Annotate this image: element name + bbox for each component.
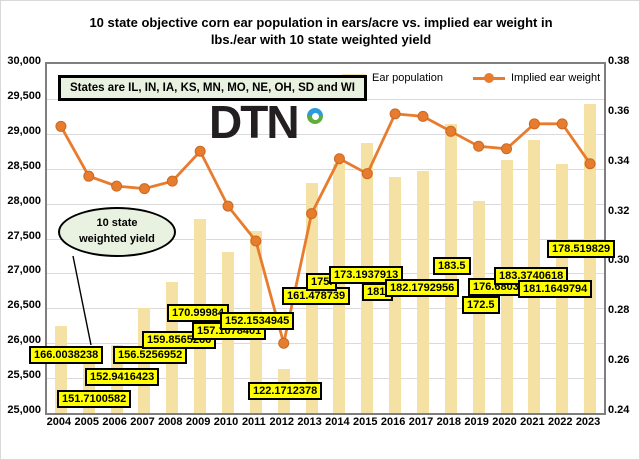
right-axis-tick: 0.32 <box>608 204 630 217</box>
yield-label-2022: 181.1649794 <box>518 280 593 298</box>
line-point-2009 <box>194 145 206 157</box>
yield-label-2004: 166.0038238 <box>29 346 104 364</box>
x-axis-tick-2020: 2020 <box>492 416 517 428</box>
line-point-2019 <box>473 140 485 152</box>
line-point-2010 <box>222 200 234 212</box>
callout-line1: 10 state <box>96 217 138 230</box>
left-axis-tick: 29,500 <box>7 89 41 102</box>
line-series <box>55 108 596 349</box>
chart-title-line1: 10 state objective corn ear population i… <box>89 15 553 30</box>
line-point-2006 <box>111 180 123 192</box>
gridline <box>47 378 604 380</box>
dtn-logo-text: DTN <box>209 96 300 148</box>
right-axis-tick: 0.36 <box>608 104 630 117</box>
line-point-2022 <box>556 118 568 130</box>
left-axis-tick: 28,500 <box>7 159 41 172</box>
left-axis-tick: 25,000 <box>7 404 41 416</box>
left-axis-tick: 28,000 <box>7 194 41 207</box>
yield-label-2018: 183.5 <box>433 257 471 275</box>
right-axis-tick: 0.28 <box>608 304 630 317</box>
gridline <box>47 308 604 310</box>
gridline <box>47 238 604 240</box>
line-point-2014 <box>333 153 345 165</box>
line-point-2013 <box>306 208 318 220</box>
yield-label-2023: 178.519829 <box>547 240 616 258</box>
chart-title: 10 state objective corn ear population i… <box>1 14 639 48</box>
gridline <box>47 203 604 205</box>
right-axis-tick: 0.24 <box>608 404 630 416</box>
yield-label-2011: 152.1534945 <box>220 312 295 330</box>
x-axis-tick-2016: 2016 <box>380 416 406 428</box>
right-axis-tick: 0.38 <box>608 55 630 67</box>
yield-label-2017: 182.1792956 <box>385 279 460 297</box>
line-point-2018 <box>445 125 457 137</box>
x-axis-tick-2021: 2021 <box>520 416 545 428</box>
weighted-yield-callout: 10 state weighted yield <box>58 207 176 257</box>
left-axis-tick: 29,000 <box>7 124 41 137</box>
dtn-logo: DTN <box>209 96 323 148</box>
line-point-2015 <box>361 168 373 180</box>
x-axis-tick-2013: 2013 <box>297 416 322 428</box>
yield-label-2006: 152.9416423 <box>85 368 160 386</box>
legend-line-label: Implied ear weight <box>510 72 601 84</box>
gridline <box>47 343 604 345</box>
x-axis-tick-2022: 2022 <box>547 416 573 428</box>
x-axis-tick-2004: 2004 <box>46 416 72 428</box>
left-axis-tick: 27,000 <box>7 264 41 277</box>
yield-label-2015: 173.1937913 <box>329 266 404 284</box>
x-axis-tick-2014: 2014 <box>325 416 350 428</box>
x-axis-tick-2005: 2005 <box>74 416 99 428</box>
line-point-2023 <box>584 158 596 170</box>
x-axis-tick-2008: 2008 <box>158 416 183 428</box>
line-point-2011 <box>250 235 262 247</box>
x-axis-tick-2019: 2019 <box>464 416 489 428</box>
states-note-box: States are IL, IN, IA, KS, MN, MO, NE, O… <box>58 75 367 101</box>
yield-label-2009: 170.99984 <box>167 304 229 322</box>
x-axis-tick-2015: 2015 <box>353 416 378 428</box>
line-point-2004 <box>55 120 67 132</box>
line-point-2021 <box>528 118 540 130</box>
right-axis-tick: 0.26 <box>608 354 630 367</box>
gridline <box>47 168 604 170</box>
left-axis-tick: 27,500 <box>7 229 41 242</box>
legend-line-marker-icon <box>483 73 494 83</box>
x-axis-tick-2006: 2006 <box>102 416 127 428</box>
callout-line2: weighted yield <box>79 233 155 245</box>
left-axis-tick: 25,500 <box>7 369 41 382</box>
x-axis-tick-2011: 2011 <box>241 416 266 428</box>
line-point-2012 <box>278 337 290 349</box>
yield-label-2005: 151.7100582 <box>57 390 132 408</box>
line-point-2005 <box>83 170 95 182</box>
gridline <box>47 133 604 135</box>
legend-bar-label: Ear population <box>372 72 443 84</box>
legend: Ear population Implied ear weight <box>342 70 600 86</box>
legend-line-swatch <box>472 73 505 83</box>
chart-title-line2: lbs./ear with 10 state weighted yield <box>210 32 432 47</box>
line-point-2007 <box>138 183 150 195</box>
left-axis-tick: 30,000 <box>7 55 41 67</box>
yield-label-2012: 122.1712378 <box>248 382 323 400</box>
x-axis-tick-2009: 2009 <box>185 416 211 428</box>
left-axis-tick: 26,000 <box>7 334 41 347</box>
right-axis-tick: 0.34 <box>608 154 630 167</box>
x-axis-tick-2010: 2010 <box>213 416 239 428</box>
line-point-2017 <box>417 110 429 122</box>
x-axis-tick-2023: 2023 <box>575 416 601 428</box>
x-axis-tick-2007: 2007 <box>130 416 155 428</box>
bar-2023 <box>584 103 597 413</box>
line-point-2016 <box>389 108 401 120</box>
yield-label-2007: 156.5256952 <box>113 346 188 364</box>
x-axis-tick-2018: 2018 <box>436 416 462 428</box>
left-axis-tick: 26,500 <box>7 299 41 312</box>
line-point-2008 <box>166 175 178 187</box>
line-point-2020 <box>501 143 513 155</box>
dtn-logo-ring-icon <box>307 108 323 124</box>
x-axis-tick-2012: 2012 <box>269 416 294 428</box>
yield-label-2019: 172.5 <box>462 296 500 314</box>
x-axis-tick-2017: 2017 <box>408 416 434 428</box>
